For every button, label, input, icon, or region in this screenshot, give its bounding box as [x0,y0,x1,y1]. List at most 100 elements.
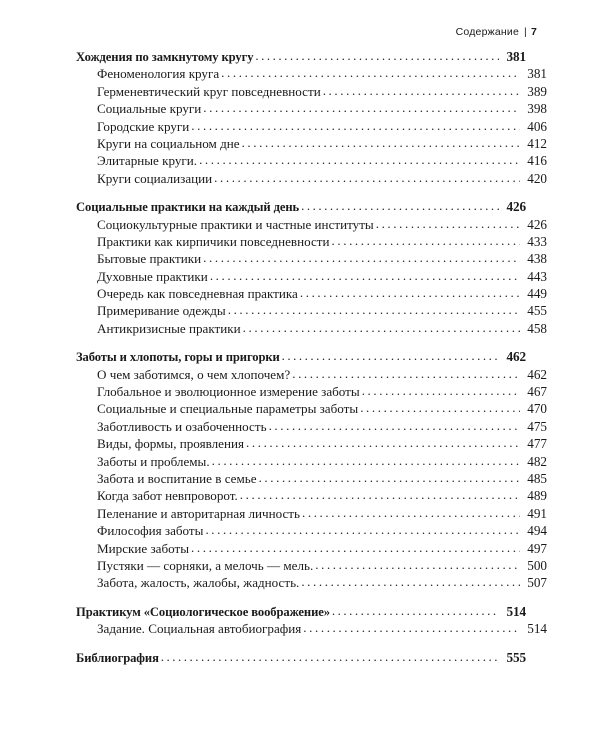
running-head-page-number: 7 [530,26,537,38]
toc-chapter-row[interactable]: Хождения по замкнутому кругу 381 [76,50,526,67]
toc-group: Библиография 555 [76,649,527,668]
toc-entry-row[interactable]: Заботливость и озабоченность 475 [97,420,547,437]
dot-leader [210,269,520,282]
toc-entry-title: Примеривание одежды [97,303,226,319]
toc-entry-row[interactable]: Городские круги 406 [97,118,547,137]
toc-entry-row[interactable]: Глобальное и эволюционное измерение забо… [97,385,547,402]
toc-entry-row[interactable]: Пеленание и авторитарная личность 491 [97,507,547,524]
dot-leader [301,575,520,588]
toc-chapter-title: Социальные практики на каждый день [76,200,300,215]
dot-leader [376,217,520,230]
dot-leader [315,558,520,571]
toc-entry-title: Городские круги [97,118,190,134]
toc-entry-page-number: 462 [527,366,547,382]
toc-entry-page-number: 514 [527,621,547,637]
toc-entry-row[interactable]: Задание. Социальная автобиография 514 [97,622,547,639]
toc-entry-title: Задание. Социальная автобиография [97,621,302,637]
toc-entry-page-number: 455 [527,303,547,319]
toc-entry-page-number: 458 [527,320,547,336]
dot-leader [269,419,520,432]
dot-leader [255,49,499,62]
dot-leader [191,541,520,554]
toc-entry-title: Антикризисные практики [97,320,241,336]
dot-leader [292,367,520,380]
toc-entry-row[interactable]: Философия заботы 494 [97,524,547,541]
dot-leader [360,401,520,414]
toc-chapter-title: Заботы и хлопоты, горы и пригорки [76,350,280,365]
toc-chapter-row[interactable]: Библиография 555 [76,649,527,668]
dot-leader [203,101,520,114]
dot-leader [205,523,520,536]
toc-entry-row[interactable]: Практики как кирпичики повседневности 433 [97,235,547,252]
toc-chapter-page-number: 462 [506,349,527,365]
toc-entry-page-number: 467 [527,384,547,400]
toc-entry-title: Феноменология круга [97,66,220,82]
dot-leader [199,153,520,166]
toc-entry-row[interactable]: Круги на социальном дне 412 [97,137,547,154]
running-head-label: Содержание [455,26,520,38]
toc-entry-row[interactable]: Очередь как повседневная практика 449 [97,287,547,304]
toc-chapter-page-number: 555 [506,649,527,665]
toc-entry-page-number: 438 [527,251,547,267]
dot-leader [203,251,520,264]
toc-chapter-row[interactable]: Практикум «Социологическое воображение» 5… [76,605,526,622]
dot-leader [332,604,499,617]
toc-group: Практикум «Социологическое воображение» 5… [76,605,547,640]
toc-entry-row[interactable]: Социальные и специальные параметры забот… [97,402,547,419]
dot-leader [246,436,520,449]
toc-entry-title: Очередь как повседневная практика [97,286,298,302]
dot-leader [161,650,499,663]
toc-entry-row[interactable]: Элитарные круги. 416 [97,154,547,171]
toc-entry-row[interactable]: Феноменология круга 381 [97,67,547,84]
toc-entry-row[interactable]: Забота, жалость, жалобы, жадность. 507 [97,576,547,593]
toc-entry-row[interactable]: Круги социализации 420 [97,172,547,189]
toc-entry-page-number: 489 [527,488,547,504]
toc-entry-row[interactable]: Когда забот невпроворот. 489 [97,489,547,506]
toc-entry-title: Практики как кирпичики повседневности [97,233,330,249]
toc-entry-page-number: 497 [527,540,547,556]
toc-entry-page-number: 477 [527,436,547,452]
dot-leader [228,303,520,316]
toc-entry-row[interactable]: Социальные круги 398 [97,102,547,119]
toc-entry-title: О чем заботимся, о чем хлопочем? [97,366,291,382]
toc-entry-row[interactable]: Примеривание одежды 455 [97,304,547,321]
dot-leader [332,234,520,247]
toc-entry-page-number: 494 [527,523,547,539]
toc-entry-page-number: 381 [527,66,547,82]
toc-entry-title: Духовные практики [97,268,208,284]
toc-entry-row[interactable]: Духовные практики 443 [97,268,547,287]
toc-entry-row[interactable]: Заботы и проблемы. 482 [97,453,547,472]
toc-entry-row[interactable]: Герменевтический круг повседневности 389 [97,85,547,102]
dot-leader [214,171,520,184]
toc-entry-row[interactable]: О чем заботимся, о чем хлопочем? 462 [97,366,547,385]
toc-entry-page-number: 389 [527,83,547,99]
toc-entry-title: Мирские заботы [97,540,190,556]
toc-entry-row[interactable]: Мирские заботы 497 [97,540,547,559]
toc-entry-title: Круги социализации [97,170,213,186]
toc-entry-page-number: 482 [527,453,547,469]
toc-group: Заботы и хлопоты, горы и пригорки462О че… [76,350,547,593]
toc-entry-row[interactable]: Пустяки — сорняки, а мелочь — мель. 500 [97,559,547,576]
dot-leader [212,454,520,467]
toc-entry-row[interactable]: Забота и воспитание в семье 485 [97,472,547,489]
toc-entry-title: Забота и воспитание в семье [97,470,257,486]
toc-entry-title: Заботы и проблемы. [97,453,210,469]
toc-entry-page-number: 507 [527,575,547,591]
toc-entry-row[interactable]: Антикризисные практики 458 [97,322,547,339]
toc-chapter-row[interactable]: Заботы и хлопоты, горы и пригорки 462 [76,350,526,367]
toc-entry-page-number: 433 [527,233,547,249]
dot-leader [301,199,499,212]
toc-entry-row[interactable]: Бытовые практики 438 [97,252,547,269]
toc-group: Социальные практики на каждый день426Соц… [76,200,547,339]
toc-entry-row[interactable]: Виды, формы, проявления 477 [97,437,547,454]
dot-leader [240,488,520,501]
dot-leader [242,136,520,149]
toc-entry-title: Когда забот невпроворот. [97,488,238,504]
toc-entry-page-number: 420 [527,170,547,186]
toc-entry-page-number: 500 [527,557,547,573]
toc-entry-title: Философия заботы [97,523,204,539]
toc-entry-row[interactable]: Социокультурные практики и частные инсти… [97,217,547,235]
toc-chapter-row[interactable]: Социальные практики на каждый день 426 [76,200,526,217]
toc-entry-title: Глобальное и эволюционное измерение забо… [97,384,360,400]
toc-entry-title: Социальные и специальные параметры забот… [97,401,359,417]
